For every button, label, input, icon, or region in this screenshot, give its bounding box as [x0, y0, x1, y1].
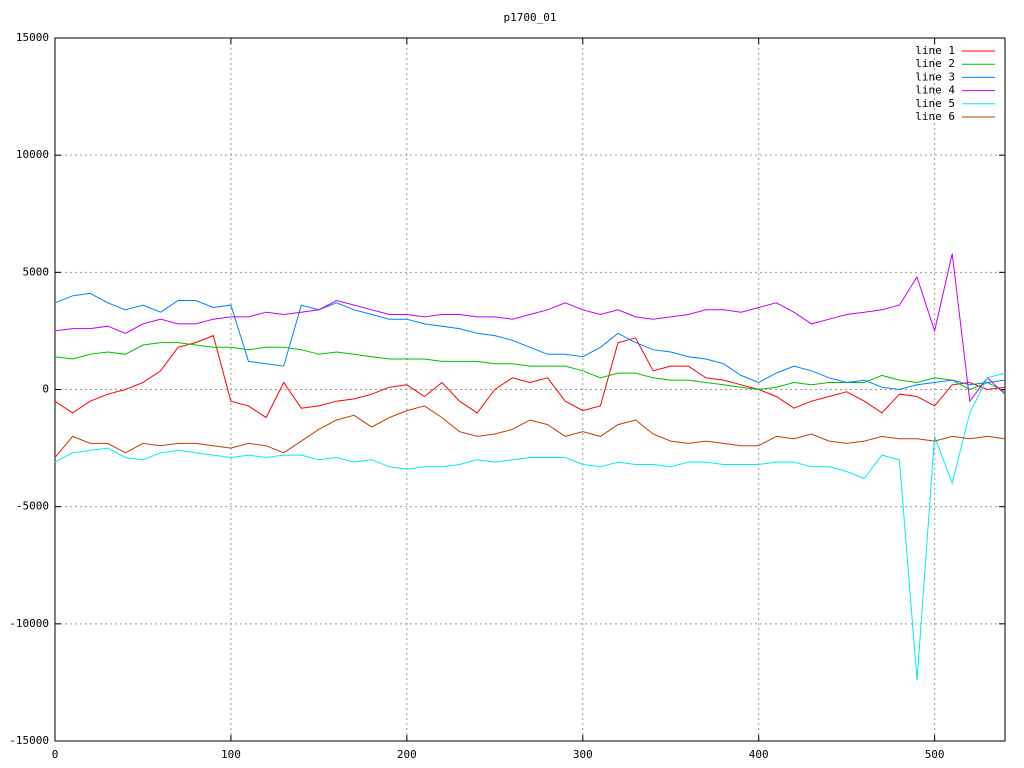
legend-label: line 2	[915, 57, 955, 70]
y-tick-label: -5000	[16, 500, 49, 513]
series-line	[54, 253, 1006, 403]
series-line	[54, 334, 1006, 419]
x-tick-label: 200	[397, 748, 417, 761]
y-tick-label: 15000	[16, 31, 49, 44]
y-tick-label: -10000	[9, 617, 49, 630]
y-tick-label: -15000	[9, 734, 49, 747]
legend-label: line 6	[915, 110, 955, 123]
x-tick-label: 400	[749, 748, 769, 761]
y-tick-label: 10000	[16, 148, 49, 161]
y-tick-label: 5000	[23, 265, 50, 278]
y-tick-label: 0	[42, 383, 49, 396]
x-tick-label: 0	[52, 748, 59, 761]
x-tick-label: 100	[221, 748, 241, 761]
series-line	[54, 372, 1006, 681]
legend-label: line 1	[915, 44, 955, 57]
legend-label: line 5	[915, 97, 955, 110]
legend-label: line 4	[915, 84, 955, 97]
x-tick-label: 300	[573, 748, 593, 761]
plot-border	[54, 37, 1006, 742]
x-tick-label: 500	[925, 748, 945, 761]
series-line	[54, 405, 1006, 458]
series-line	[54, 292, 1006, 391]
legend-label: line 3	[915, 70, 955, 83]
chart-title: p1700_01	[504, 11, 557, 24]
